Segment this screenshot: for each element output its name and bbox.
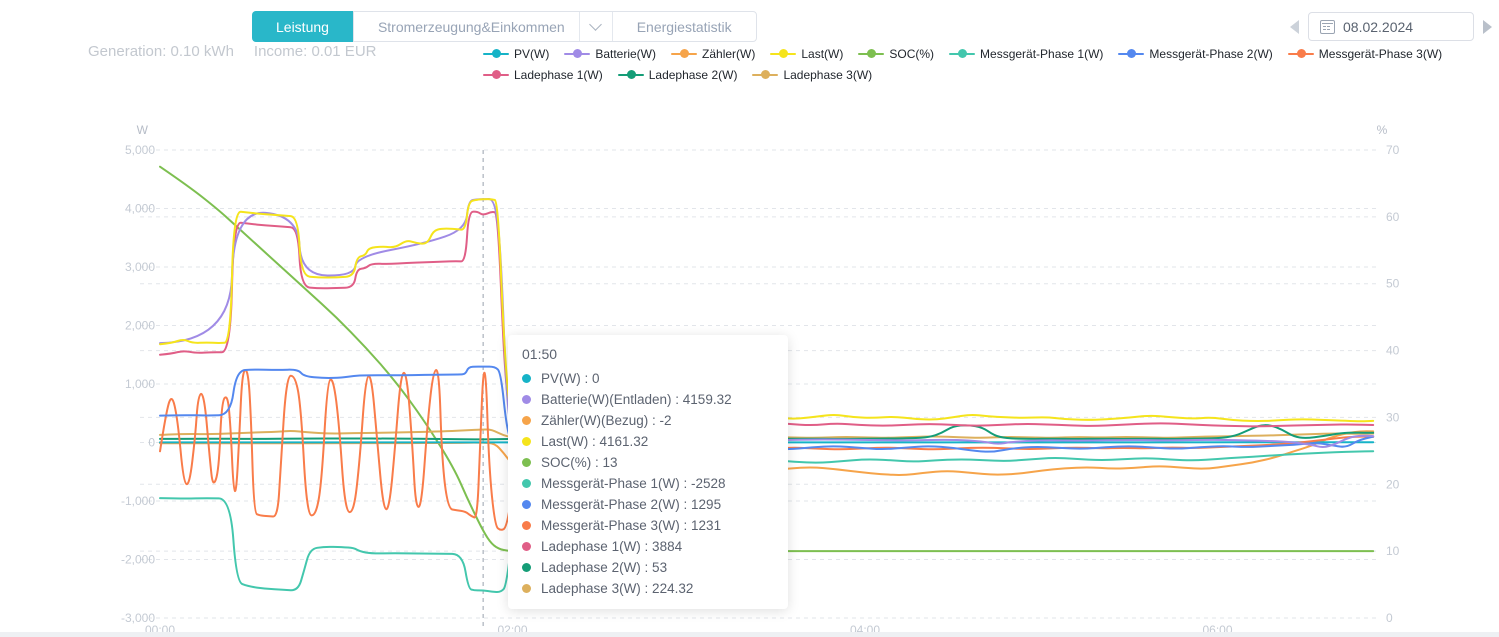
legend-item-ladephase-1-w[interactable]: Ladephase 1(W) — [483, 68, 603, 82]
generation-stat: Generation: 0.10 kWh — [88, 43, 234, 60]
y-axis-tick-right: 20 — [1386, 477, 1400, 491]
legend-item-batterie-w[interactable]: Batterie(W) — [564, 47, 656, 61]
legend-item-pv-w[interactable]: PV(W) — [483, 47, 549, 61]
legend-marker-icon — [1118, 48, 1145, 59]
series-dot-icon — [522, 500, 531, 509]
legend-item-ladephase-2-w[interactable]: Ladephase 2(W) — [617, 67, 738, 82]
tooltip-item-last-w: Last(W) : 4161.32 — [522, 431, 774, 452]
legend-label: Batterie(W) — [595, 46, 657, 61]
tooltip-item-soc: SOC(%) : 13 — [522, 452, 774, 473]
tooltip-item-ladephase-1-w: Ladephase 1(W) : 3884 — [522, 536, 774, 557]
legend-marker-icon — [671, 48, 698, 59]
legend-marker-icon — [483, 48, 509, 59]
legend-marker-icon — [564, 48, 591, 59]
series-dot-icon — [522, 563, 531, 572]
view-tabs: Leistung Stromerzeugung&Einkommen Energi… — [252, 11, 757, 42]
chart-legend: PV(W) Batterie(W) Zähler(W) Last(W) SOC(%) Me… — [483, 43, 1457, 85]
series-dot-icon — [522, 374, 531, 383]
tooltip-item-messger-t-phase-3-w: Messgerät-Phase 3(W) : 1231 — [522, 515, 774, 536]
legend-item-last-w[interactable]: Last(W) — [770, 47, 843, 61]
y-axis-tick-left: -3,000 — [121, 611, 155, 625]
y-axis-tick-right: 10 — [1386, 544, 1400, 558]
series-dot-icon — [522, 395, 531, 404]
chart-tooltip: 01:50 PV(W) : 0 Batterie(W)(Entladen) : 4… — [508, 335, 788, 609]
series-dot-icon — [522, 542, 531, 551]
y-axis-tick-left: 0 — [148, 436, 155, 450]
y-axis-tick-right: 40 — [1386, 344, 1400, 358]
series-line-soc — [159, 165, 1375, 553]
legend-marker-icon — [752, 69, 779, 80]
legend-item-z-hler-w[interactable]: Zähler(W) — [671, 47, 755, 61]
series-dot-icon — [522, 458, 531, 467]
tooltip-item-batterie-w-entladen: Batterie(W)(Entladen) : 4159.32 — [522, 389, 774, 410]
chevron-left-icon[interactable] — [1290, 19, 1299, 34]
legend-marker-icon — [770, 48, 797, 59]
tab-dropdown-button[interactable] — [580, 12, 613, 41]
legend-item-ladephase-3-w[interactable]: Ladephase 3(W) — [752, 68, 872, 82]
right-axis-title: % — [1377, 123, 1388, 137]
tab-energiestatistik[interactable]: Energiestatistik — [636, 18, 732, 35]
legend-marker-icon — [949, 48, 976, 59]
date-picker[interactable]: 08.02.2024 — [1308, 12, 1474, 41]
legend-label: Last(W) — [801, 46, 844, 61]
y-axis-tick-left: -2,000 — [121, 553, 155, 567]
tooltip-item-ladephase-3-w: Ladephase 3(W) : 224.32 — [522, 578, 774, 599]
series-dot-icon — [522, 521, 531, 530]
legend-marker-icon — [1287, 48, 1314, 59]
legend-marker-icon — [858, 48, 885, 59]
tooltip-item-messger-t-phase-1-w: Messgerät-Phase 1(W) : -2528 — [522, 473, 774, 494]
y-axis-tick-right: 0 — [1386, 611, 1393, 625]
series-dot-icon — [522, 416, 531, 425]
legend-item-messger-t-phase-2-w[interactable]: Messgerät-Phase 2(W) — [1118, 46, 1273, 61]
y-axis-tick-left: 3,000 — [125, 260, 155, 274]
y-axis-tick-left: 4,000 — [125, 202, 155, 216]
income-stat: Income: 0.01 EUR — [253, 43, 377, 60]
tooltip-item-pv-w: PV(W) : 0 — [522, 368, 774, 389]
series-line-messger-t-phase-3-w — [159, 368, 1375, 531]
legend-marker-icon — [483, 69, 509, 80]
tooltip-item-ladephase-2-w: Ladephase 2(W) : 53 — [522, 557, 774, 578]
series-dot-icon — [522, 479, 531, 488]
tooltip-item-messger-t-phase-2-w: Messgerät-Phase 2(W) : 1295 — [522, 494, 774, 515]
series-line-z-hler-w — [159, 430, 1375, 476]
date-value: 08.02.2024 — [1343, 18, 1414, 35]
tooltip-time: 01:50 — [522, 346, 558, 362]
tooltip-item-z-hler-w-bezug: Zähler(W)(Bezug) : -2 — [522, 410, 774, 431]
series-dot-icon — [522, 584, 531, 593]
legend-label: Messgerät-Phase 2(W) — [1149, 46, 1273, 61]
left-axis-title: W — [137, 123, 149, 137]
legend-label: PV(W) — [514, 46, 550, 61]
legend-item-messger-t-phase-1-w[interactable]: Messgerät-Phase 1(W) — [949, 47, 1103, 61]
legend-row: PV(W) Batterie(W) Zähler(W) Last(W) SOC(%) Me… — [483, 43, 1457, 64]
legend-marker-icon — [617, 69, 644, 80]
y-axis-tick-right: 50 — [1386, 277, 1400, 291]
legend-item-messger-t-phase-3-w[interactable]: Messgerät-Phase 3(W) — [1287, 46, 1443, 61]
calendar-icon — [1320, 19, 1335, 34]
legend-label: Ladephase 3(W) — [783, 67, 873, 82]
legend-label: Messgerät-Phase 3(W) — [1318, 46, 1443, 61]
legend-label: Ladephase 2(W) — [648, 67, 738, 82]
legend-label: Ladephase 1(W) — [514, 67, 603, 82]
legend-label: SOC(%) — [889, 46, 935, 61]
legend-label: Messgerät-Phase 1(W) — [980, 46, 1104, 61]
legend-label: Zähler(W) — [702, 46, 756, 61]
legend-row: Ladephase 1(W) Ladephase 2(W) Ladephase 3(… — [483, 64, 1457, 85]
legend-item-soc[interactable]: SOC(%) — [858, 47, 934, 61]
y-axis-tick-left: 1,000 — [125, 377, 155, 391]
summary-stats: Generation: 0.10 kWh Income: 0.01 EUR — [88, 43, 376, 60]
tab-leistung[interactable]: Leistung — [252, 11, 353, 42]
tab-stromerzeugung-einkommen[interactable]: Stromerzeugung&Einkommen — [354, 12, 580, 41]
tab-group: Stromerzeugung&Einkommen Energiestatisti… — [352, 11, 757, 42]
tooltip-items: PV(W) : 0 Batterie(W)(Entladen) : 4159.32… — [522, 368, 774, 599]
date-navigation: 08.02.2024 — [1290, 12, 1492, 41]
y-axis-tick-left: 2,000 — [125, 319, 155, 333]
y-axis-tick-left: -1,000 — [121, 494, 155, 508]
y-axis-tick-right: 60 — [1386, 210, 1400, 224]
chevron-right-icon[interactable] — [1483, 19, 1492, 34]
y-axis-tick-right: 70 — [1386, 143, 1400, 157]
bottom-strip — [0, 632, 1499, 637]
y-axis-tick-right: 30 — [1386, 410, 1400, 424]
series-dot-icon — [522, 437, 531, 446]
